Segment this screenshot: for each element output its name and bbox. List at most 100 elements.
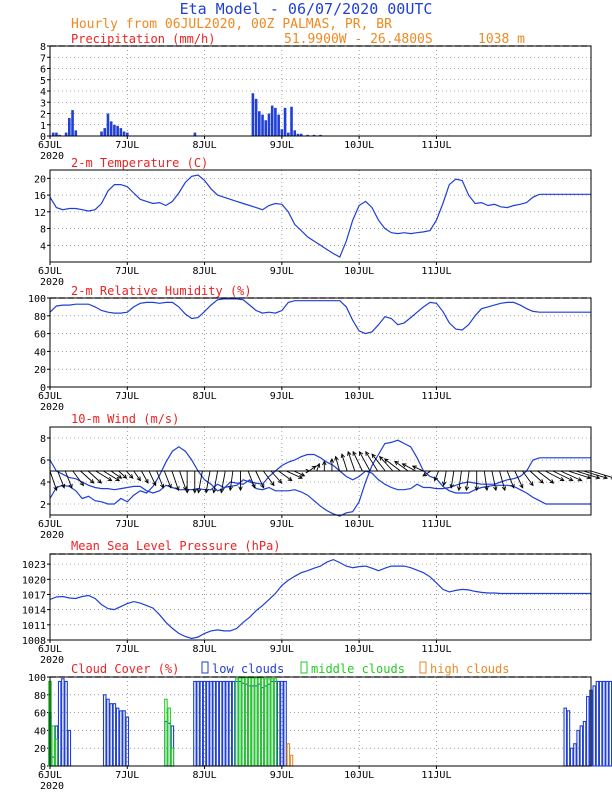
cloud-bar-low xyxy=(212,680,216,767)
rh-ytick-label: 20 xyxy=(34,365,46,376)
rh-ytick-label: 0 xyxy=(40,383,46,394)
precip-ytick-label: 1 xyxy=(40,121,46,132)
wind-vector-head xyxy=(394,460,399,466)
precip-ytick-label: 0 xyxy=(40,132,46,143)
wind-vector-head xyxy=(559,477,565,482)
wind-vector-head xyxy=(117,474,123,479)
wind-vector-head xyxy=(89,479,95,484)
wind-vector xyxy=(568,470,591,479)
cloud-bar-low xyxy=(109,703,113,767)
wind-vector xyxy=(402,463,416,472)
wind-vector xyxy=(365,451,379,472)
cloud-bar-low xyxy=(569,747,574,767)
wind-vector xyxy=(103,470,120,481)
wind-gust-line xyxy=(49,453,591,494)
rh-xtick-label: 7JUL xyxy=(115,391,139,402)
wind-vector xyxy=(163,470,172,488)
precip-bar xyxy=(116,125,119,136)
wind-vector-head xyxy=(501,486,507,492)
wind-vector-head xyxy=(212,488,217,494)
cloud-bar-low xyxy=(225,680,229,767)
wind-vector xyxy=(352,451,363,472)
cloud-ytick-label: 0 xyxy=(40,762,46,773)
precip-bar xyxy=(122,131,126,136)
cloud-bar-low xyxy=(563,707,567,767)
wind-vector-head xyxy=(167,483,172,489)
precip-bar xyxy=(74,130,78,136)
cloud-bar-low xyxy=(64,680,68,767)
mslp-year-label: 2020 xyxy=(40,655,64,666)
cloud-bar-low xyxy=(57,680,62,767)
precip-bar xyxy=(58,134,61,136)
wind-vector-head xyxy=(115,476,121,482)
wind-vector-head xyxy=(595,475,601,480)
precip-xtick-label: 9JUL xyxy=(270,140,294,151)
precip-bar xyxy=(125,132,129,136)
cloud-bar-middle xyxy=(257,677,262,767)
wind-vector xyxy=(197,470,203,493)
cloud-bar-low xyxy=(67,729,72,767)
temp-xtick-label: 6JUL xyxy=(38,266,62,277)
precip-bar xyxy=(109,121,113,136)
cloud-ytick-label: 100 xyxy=(28,673,46,684)
wind-vector xyxy=(49,470,58,491)
cloud-bar-middle xyxy=(254,677,258,767)
wind-vector-head xyxy=(219,488,225,494)
precip-year-label: 2020 xyxy=(40,151,64,162)
cloud-bar-low xyxy=(196,680,200,767)
wind-vector-head xyxy=(270,481,275,487)
cloud-bar-low xyxy=(605,680,609,767)
precip-bar xyxy=(283,107,287,136)
legend-swatch-low-clouds xyxy=(201,661,209,674)
wind-vector xyxy=(262,470,275,486)
precip-ytick-label: 3 xyxy=(40,98,46,109)
wind-vector-head xyxy=(549,479,555,484)
temp-line xyxy=(49,174,591,258)
temp-ytick-label: 16 xyxy=(34,191,46,202)
wind-vector xyxy=(347,451,356,472)
cloud-bar-low xyxy=(608,680,612,767)
wind-vector-head xyxy=(322,460,327,466)
wind-vector-head xyxy=(329,457,335,463)
cloud-ytick-label: 20 xyxy=(34,744,46,755)
mslp-xtick-label: 7JUL xyxy=(115,644,139,655)
cloud-bar-middle xyxy=(235,678,239,767)
precip-bar xyxy=(113,124,116,136)
wind-vector-head xyxy=(568,477,574,482)
mslp-xtick-label: 8JUL xyxy=(193,644,217,655)
cloud-bar-low xyxy=(193,680,197,767)
wind-vector xyxy=(514,470,524,488)
wind-vector xyxy=(270,470,282,484)
rh-panel: 0 20 40 60 80 100 6JUL 7JUL 8JUL 9JUL 10JUL 11JUL 20… xyxy=(28,284,592,413)
wind-vector-head xyxy=(60,483,66,489)
mslp-ytick-label: 1014 xyxy=(22,606,46,617)
cloud-bar-low xyxy=(215,680,220,767)
wind-vector xyxy=(110,470,122,479)
rh-ytick-label: 60 xyxy=(34,330,46,341)
wind-vector-head xyxy=(449,483,454,489)
mslp-line xyxy=(49,558,591,640)
cloud-ytick-label: 40 xyxy=(34,726,46,737)
cloud-bar-high xyxy=(289,754,294,767)
wind-vector-head xyxy=(300,472,306,477)
wind-vector xyxy=(247,470,256,488)
wind-vector xyxy=(434,470,440,481)
wind-vector xyxy=(133,470,141,481)
mslp-ytick-label: 1020 xyxy=(22,575,46,586)
wind-vector-head xyxy=(365,450,370,456)
precip-bar xyxy=(64,132,68,136)
cloud-bar-middle xyxy=(263,678,268,767)
wind-vector xyxy=(560,470,582,482)
legend-label: high clouds xyxy=(430,662,509,676)
wind-ytick-label: 8 xyxy=(40,434,46,445)
cloud-bar-low xyxy=(122,710,126,767)
wind-vector xyxy=(278,470,293,481)
wind-vector xyxy=(379,456,394,472)
precip-bar xyxy=(251,93,255,136)
wind-vector-head xyxy=(539,479,544,484)
cloud-bar-low xyxy=(598,680,603,767)
cloud-bar-middle xyxy=(51,725,55,767)
wind-vector-head xyxy=(379,455,384,461)
